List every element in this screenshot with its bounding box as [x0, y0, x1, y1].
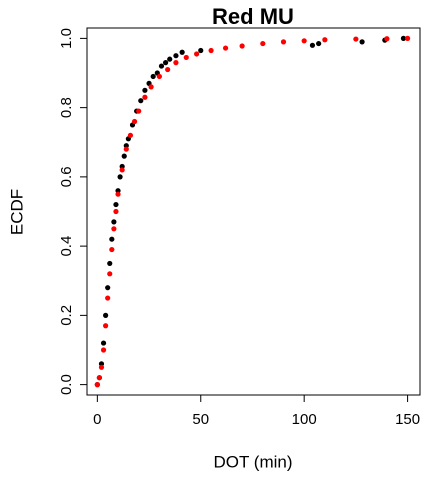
- data-point: [113, 208, 119, 215]
- data-point: [173, 60, 179, 66]
- data-point: [148, 84, 154, 90]
- data-point: [111, 219, 117, 225]
- data-point: [183, 54, 189, 61]
- data-point: [179, 49, 185, 55]
- data-point: [162, 60, 169, 66]
- data-point: [100, 340, 107, 346]
- data-point: [173, 53, 179, 59]
- plot-frame: [86, 27, 421, 396]
- data-point: [167, 56, 173, 62]
- data-point: [103, 312, 109, 318]
- data-point: [100, 347, 107, 353]
- x-tick-label: 100: [292, 411, 317, 428]
- data-point: [127, 132, 134, 138]
- data-point: [96, 375, 103, 381]
- x-tick-label: 0: [93, 411, 101, 428]
- data-point: [115, 191, 121, 197]
- y-tick-label: 0.8: [58, 97, 75, 118]
- data-point: [280, 39, 287, 45]
- data-point: [156, 73, 162, 80]
- data-point: [222, 45, 229, 51]
- data-point: [194, 51, 200, 57]
- x-tick-label: 150: [395, 411, 420, 428]
- data-point: [113, 201, 119, 208]
- data-point: [260, 40, 266, 47]
- data-point: [121, 153, 127, 159]
- x-axis-label: DOT (min): [213, 452, 292, 471]
- data-point: [98, 364, 105, 370]
- data-point: [150, 73, 156, 80]
- data-point: [301, 38, 307, 44]
- data-point: [198, 47, 204, 54]
- data-point: [136, 108, 142, 114]
- x-tick-label: 50: [192, 411, 209, 428]
- y-tick-label: 0.6: [58, 166, 75, 187]
- data-point: [239, 43, 245, 49]
- data-point: [107, 260, 113, 267]
- data-point: [208, 47, 214, 54]
- data-point: [316, 40, 322, 47]
- data-point: [142, 94, 148, 100]
- data-point: [165, 66, 171, 73]
- data-point: [359, 39, 365, 45]
- data-point: [309, 42, 316, 48]
- data-point: [119, 167, 125, 173]
- data-point: [109, 246, 115, 253]
- chart-title: Red MU: [212, 4, 294, 29]
- data-point: [158, 63, 165, 69]
- data-point: [103, 323, 109, 329]
- data-point: [353, 36, 359, 42]
- data-point: [384, 36, 390, 42]
- data-point: [142, 87, 148, 93]
- data-point: [400, 35, 407, 41]
- data-point: [131, 118, 138, 125]
- data-point: [109, 236, 115, 242]
- y-tick-label: 0.2: [58, 305, 75, 326]
- y-tick-label: 0.0: [58, 374, 75, 395]
- y-tick-label: 0.4: [58, 236, 75, 257]
- data-point: [105, 295, 111, 301]
- data-point: [322, 37, 328, 43]
- data-point: [117, 174, 123, 180]
- y-axis-label: ECDF: [7, 189, 26, 235]
- data-point: [123, 146, 129, 152]
- data-point: [404, 35, 411, 41]
- data-point: [111, 226, 117, 232]
- data-point: [94, 382, 100, 388]
- data-point: [138, 98, 144, 104]
- data-point: [107, 271, 113, 277]
- y-tick-label: 1.0: [58, 28, 75, 49]
- data-point: [105, 285, 111, 291]
